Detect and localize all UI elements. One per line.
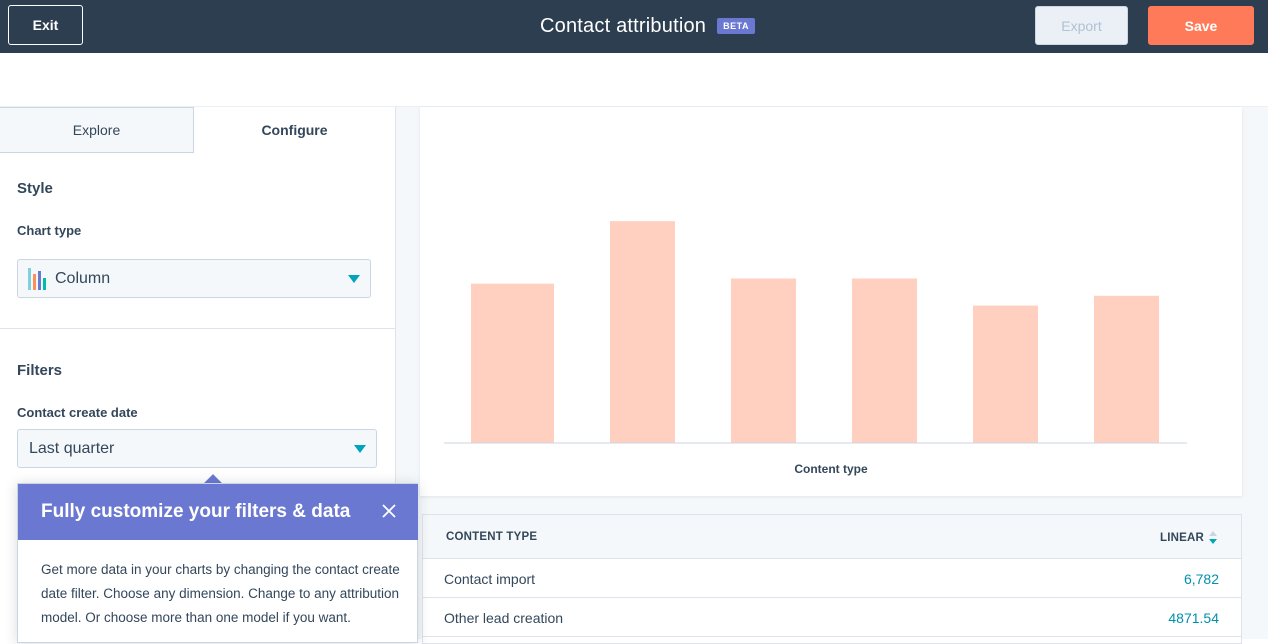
popover-header: Fully customize your filters & data [18, 484, 418, 540]
beta-badge: BETA [717, 18, 755, 34]
chevron-down-icon [348, 275, 360, 283]
chart-type-select[interactable]: Column [17, 259, 371, 298]
page-title: Contact attribution [540, 14, 707, 37]
report-title-wrap: Contact attribution BETA [540, 14, 755, 38]
chart-bar[interactable] [731, 278, 796, 443]
date-range-value: Last quarter [29, 439, 115, 457]
filters-section-title: Filters [17, 362, 63, 379]
chart-bar[interactable] [610, 221, 675, 443]
chart-bar[interactable] [471, 283, 554, 443]
exit-button[interactable]: Exit [8, 5, 83, 45]
customize-popover: Fully customize your filters & data Get … [17, 483, 418, 643]
column-header-content-type[interactable]: CONTENT TYPE [446, 531, 538, 543]
chart-x-axis-label: Content type [794, 462, 868, 476]
popover-body: Get more data in your charts by changing… [41, 562, 400, 625]
popover-title: Fully customize your filters & data [41, 501, 351, 522]
export-button[interactable]: Export [1035, 6, 1128, 45]
table-header: CONTENT TYPE LINEAR [423, 515, 1241, 559]
column-chart [444, 221, 1187, 444]
sub-bar [0, 53, 1268, 107]
chart-bar[interactable] [852, 278, 917, 443]
row-label: Other lead creation [444, 610, 564, 626]
save-button[interactable]: Save [1148, 6, 1254, 45]
divider [0, 328, 395, 329]
date-range-select[interactable]: Last quarter [17, 429, 377, 468]
chart-bar[interactable] [1094, 295, 1159, 443]
tab-explore[interactable]: Explore [0, 107, 194, 153]
chart-card: Content type [420, 107, 1242, 496]
top-bar: Exit Contact attribution BETA Export Sav… [0, 0, 1268, 53]
table-row: Other lead creation 4871.54 [423, 598, 1241, 637]
close-icon[interactable] [380, 502, 398, 520]
row-value[interactable]: 4871.54 [1168, 610, 1219, 626]
table-row: Contact import 6,782 [423, 559, 1241, 598]
column-chart-icon [28, 267, 46, 290]
tab-configure[interactable]: Configure [194, 107, 395, 153]
sort-icon [1209, 531, 1217, 545]
column-header-linear-label: LINEAR [1159, 532, 1204, 545]
row-value[interactable]: 6,782 [1183, 571, 1219, 587]
column-header-linear[interactable]: LINEAR [1160, 531, 1217, 545]
chevron-down-icon [354, 445, 366, 453]
chart-type-value: Column [55, 269, 111, 287]
row-label: Contact import [444, 571, 536, 587]
chart-type-label: Chart type [17, 223, 82, 238]
data-table: CONTENT TYPE LINEAR Contact import 6,782… [422, 514, 1242, 644]
contact-create-date-label: Contact create date [17, 405, 138, 420]
style-section-title: Style [17, 180, 53, 197]
chart-bar[interactable] [973, 305, 1038, 443]
